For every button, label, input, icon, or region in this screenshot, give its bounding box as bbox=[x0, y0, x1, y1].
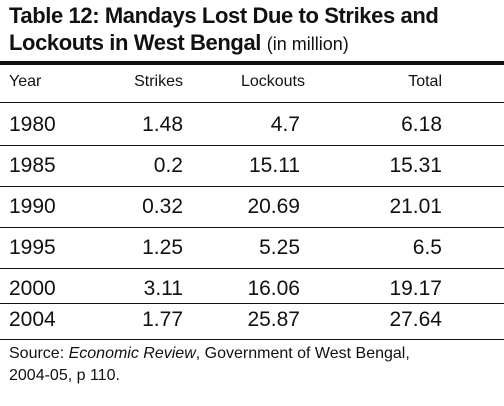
table-title: Table 12: Mandays Lost Due to Strikes an… bbox=[9, 3, 439, 28]
source-publication: Economic Review bbox=[68, 345, 196, 362]
source-year-page: 2004-05, p 110. bbox=[9, 367, 120, 384]
cell-year: 1980 bbox=[9, 113, 56, 136]
table-title-line-2-text: Lockouts in West Bengal bbox=[9, 30, 261, 55]
column-header-lockouts: Lockouts bbox=[240, 73, 305, 90]
table-row: 1990 0.32 20.69 21.01 bbox=[0, 189, 504, 225]
table-row: 2004 1.77 25.87 27.64 bbox=[0, 302, 504, 338]
cell-lockouts: 15.11 bbox=[249, 154, 300, 177]
cell-strikes: 1.48 bbox=[142, 113, 183, 136]
cell-strikes: 0.2 bbox=[153, 154, 183, 177]
cell-total: 15.31 bbox=[389, 154, 442, 177]
cell-year: 1990 bbox=[9, 195, 56, 218]
cell-year: 1995 bbox=[9, 236, 56, 259]
table-row: 2000 3.11 16.06 19.17 bbox=[0, 271, 504, 307]
row-divider bbox=[0, 145, 504, 146]
cell-strikes: 3.11 bbox=[143, 277, 183, 300]
column-header-total: Total bbox=[408, 73, 442, 90]
cell-year: 2000 bbox=[9, 277, 56, 300]
cell-lockouts: 4.7 bbox=[270, 113, 300, 136]
cell-total: 6.18 bbox=[401, 113, 442, 136]
cell-lockouts: 5.25 bbox=[259, 236, 300, 259]
table-row: 1995 1.25 5.25 6.5 bbox=[0, 230, 504, 266]
table-title-line-2: Lockouts in West Bengal (in million) bbox=[9, 30, 349, 57]
cell-lockouts: 25.87 bbox=[247, 308, 300, 331]
top-rule bbox=[0, 61, 504, 65]
column-header-strikes: Strikes bbox=[134, 73, 183, 90]
header-row: Year Strikes Lockouts Total bbox=[0, 67, 504, 97]
cell-year: 1985 bbox=[9, 154, 56, 177]
cell-total: 27.64 bbox=[389, 308, 442, 331]
cell-total: 6.5 bbox=[412, 236, 442, 259]
cell-total: 21.01 bbox=[389, 195, 442, 218]
cell-lockouts: 20.69 bbox=[247, 195, 300, 218]
column-header-year: Year bbox=[9, 73, 42, 90]
source-publisher: , Government of West Bengal, bbox=[195, 345, 410, 362]
row-divider bbox=[0, 303, 504, 304]
table-row: 1980 1.48 4.7 6.18 bbox=[0, 107, 504, 143]
table-row: 1985 0.2 15.11 15.31 bbox=[0, 148, 504, 184]
source-note: Source: Economic Review, Government of W… bbox=[9, 343, 499, 387]
cell-lockouts: 16.06 bbox=[247, 277, 300, 300]
row-divider bbox=[0, 186, 504, 187]
unit-note: (in million) bbox=[266, 34, 349, 54]
row-divider bbox=[0, 268, 504, 269]
header-divider bbox=[0, 102, 504, 103]
row-divider bbox=[0, 227, 504, 228]
cell-total: 19.17 bbox=[389, 277, 442, 300]
bottom-rule bbox=[0, 339, 504, 340]
cell-strikes: 1.25 bbox=[142, 236, 183, 259]
cell-strikes: 1.77 bbox=[142, 308, 183, 331]
cell-strikes: 0.32 bbox=[142, 195, 183, 218]
source-label: Source: bbox=[9, 345, 65, 362]
cell-year: 2004 bbox=[9, 308, 56, 331]
